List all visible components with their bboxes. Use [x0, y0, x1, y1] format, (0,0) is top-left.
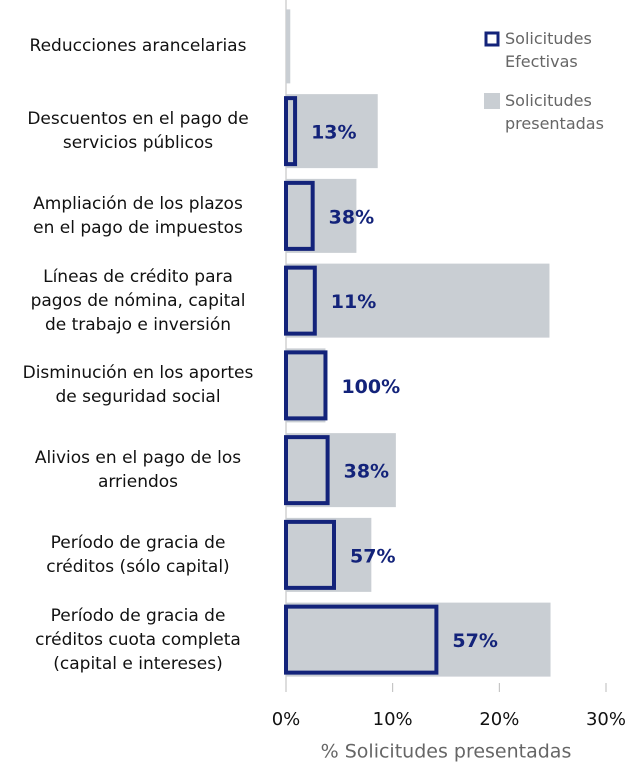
x-tick-label: 0%	[272, 709, 301, 730]
bar	[286, 517, 372, 592]
bar	[284, 519, 336, 590]
bar	[286, 263, 550, 338]
x-tick-label: 20%	[479, 709, 519, 730]
annotation: 13%	[311, 122, 356, 144]
bar	[286, 94, 378, 169]
bar	[286, 433, 396, 508]
category-label: Disminución en los aportes de seguridad …	[22, 363, 254, 408]
category-label: Período de gracia de créditos cuota comp…	[35, 605, 241, 674]
category-label: Descuentos en el pago de servicios públi…	[27, 109, 249, 154]
x-tick-label: 30%	[586, 709, 626, 730]
annotation: 38%	[344, 461, 389, 483]
category-label: Reducciones arancelarias	[29, 36, 247, 57]
category-label: Ampliación de los plazos en el pago de i…	[33, 193, 243, 238]
x-tick-label: 10%	[373, 709, 413, 730]
category-label: Período de gracia de créditos (sólo capi…	[46, 532, 230, 577]
bar	[284, 604, 439, 675]
legend-label: Solicitudes Efectivas	[505, 29, 592, 71]
bar	[284, 180, 315, 251]
annotation: 100%	[341, 376, 400, 398]
bar	[284, 350, 328, 421]
legend-swatch	[484, 93, 500, 109]
bar	[286, 178, 357, 253]
bar	[284, 265, 317, 336]
bar	[286, 348, 326, 423]
legend-label: Solicitudes presentadas	[505, 91, 604, 133]
category-label: Líneas de crédito para pagos de nómina, …	[30, 266, 246, 335]
annotation: 57%	[452, 630, 497, 652]
x-axis-label: % Solicitudes presentadas	[321, 741, 572, 763]
bar	[286, 9, 291, 84]
legend-swatch	[484, 31, 500, 47]
annotation: 11%	[331, 291, 376, 313]
bar	[284, 435, 330, 506]
category-label: Alivios en el pago de los arriendos	[34, 448, 242, 493]
bar	[286, 602, 551, 677]
annotation: 57%	[350, 545, 395, 567]
bar	[284, 96, 298, 167]
annotation: 38%	[329, 206, 374, 228]
